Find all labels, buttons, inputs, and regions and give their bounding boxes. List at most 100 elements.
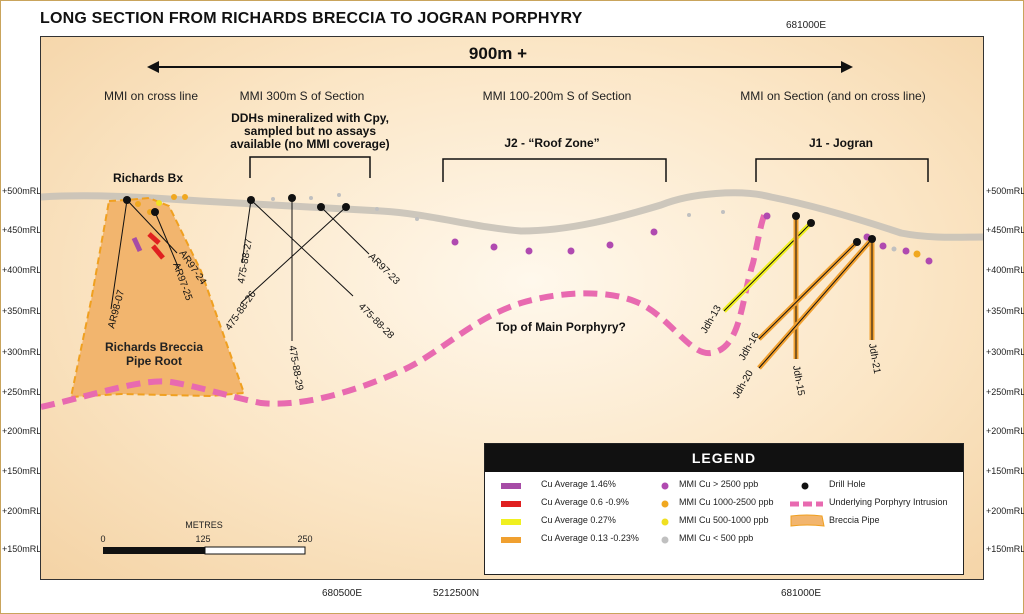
legend-label: Cu Average 0.27% (541, 515, 616, 525)
scale-bar-title: METRES (185, 520, 223, 530)
span-label: 900m + (469, 44, 527, 63)
ddh-note-line: DDHs mineralized with Cpy, (231, 111, 389, 125)
drill-collar (342, 203, 350, 211)
legend-swatch (661, 500, 669, 508)
j1-bracket (755, 158, 929, 182)
elevation-label-right: +350mRL (986, 306, 1024, 316)
legend-label: Breccia Pipe (829, 515, 880, 525)
mmi-sample (879, 242, 887, 250)
zone-label: MMI on Section (and on cross line) (740, 89, 925, 103)
drill-trace (110, 199, 128, 310)
target-j2-label: J2 - “Roof Zone” (504, 136, 599, 150)
drill-trace (250, 199, 354, 297)
legend-label: Underlying Porphyry Intrusion (829, 497, 948, 507)
drill-trace-group (722, 216, 875, 370)
drill-collar (123, 196, 131, 204)
mmi-sample (891, 246, 897, 252)
scale-tick: 0 (100, 534, 105, 544)
porphyry-label: Top of Main Porphyry? (496, 320, 626, 334)
zone-label: MMI 300m S of Section (240, 89, 365, 103)
elevation-label-right: +400mRL (986, 265, 1024, 275)
drill-collar (807, 219, 815, 227)
legend-label: Cu Average 0.6 -0.9% (541, 497, 629, 507)
legend-swatches (501, 482, 825, 544)
top-easting-label: 681000E (786, 20, 827, 31)
drill-trace (758, 238, 873, 369)
elevation-label-right: +200mRL (986, 426, 1024, 436)
elevation-label-left: +250mRL (2, 387, 42, 397)
mmi-sample (763, 212, 771, 220)
section-svg: 900m + MMI on cross line MMI 300m S of S… (41, 44, 983, 555)
mmi-sample (567, 247, 575, 255)
elevation-label-right: +200mRL (986, 506, 1024, 516)
legend-label: Drill Hole (829, 479, 866, 489)
j2-bracket (442, 158, 667, 182)
elevation-label-left: +300mRL (2, 347, 42, 357)
elevation-label-left: +150mRL (2, 466, 42, 476)
hole-label: Jdh-13 (699, 303, 724, 335)
drill-collar (868, 235, 876, 243)
bottom-coord-label: 680500E (322, 588, 363, 599)
drill-collars (123, 194, 876, 246)
mmi-sample (415, 217, 419, 221)
mmi-sample (337, 193, 341, 197)
mmi-sample (687, 213, 691, 217)
bottom-coord-label: 681000E (781, 588, 822, 599)
legend-label: Cu Average 0.13 -0.23% (541, 533, 639, 543)
scale-bar-white (204, 546, 306, 555)
hole-label: AR97-23 (366, 251, 402, 287)
elevation-label-right: +300mRL (986, 347, 1024, 357)
zone-label: MMI on cross line (104, 89, 198, 103)
hole-label: 475-88-28 (356, 301, 396, 341)
elevation-label-right: +500mRL (986, 186, 1024, 196)
legend-swatch (501, 483, 521, 489)
drill-trace-group (240, 198, 370, 341)
drill-trace (320, 206, 370, 255)
legend-swatch (790, 514, 825, 527)
elevation-label-left: +200mRL (2, 506, 42, 516)
mmi-sample (490, 243, 498, 251)
legend-swatch (501, 537, 521, 543)
topography-surface (41, 189, 983, 241)
drill-collar (792, 212, 800, 220)
mmi-sample (925, 257, 933, 265)
hole-label: 475-88-26 (223, 289, 258, 333)
mmi-sample (135, 201, 141, 207)
mmi-sample (171, 194, 177, 200)
porphyry-intrusion (41, 209, 769, 410)
cu-interval (131, 236, 143, 253)
elevation-label-left: +400mRL (2, 265, 42, 275)
mmi-sample (650, 228, 658, 236)
ddh-bracket (249, 156, 371, 178)
figure-title: LONG SECTION FROM RICHARDS BRECCIA TO JO… (40, 10, 583, 27)
elevation-label-left: +500mRL (2, 186, 42, 196)
legend-label: Cu Average 1.46% (541, 479, 616, 489)
hole-label: Jdh-21 (866, 343, 882, 375)
elevation-label-right: +250mRL (986, 387, 1024, 397)
mmi-sample (902, 247, 910, 255)
zone-label: MMI 100-200m S of Section (483, 89, 632, 103)
drill-trace-group (110, 199, 180, 310)
ddh-note-line: available (no MMI coverage) (230, 137, 389, 151)
legend-swatch (501, 501, 521, 507)
mmi-sample (271, 197, 275, 201)
elevation-label-left: +350mRL (2, 306, 42, 316)
breccia-pipe (69, 196, 246, 399)
legend-label: MMI Cu 1000-2500 ppb (679, 497, 774, 507)
mmi-sample (375, 207, 379, 211)
hole-label: Jdh-16 (737, 330, 762, 362)
legend-label: MMI Cu > 2500 ppb (679, 479, 759, 489)
drill-trace (240, 206, 347, 304)
mmi-samples (135, 193, 933, 265)
mmi-sample (182, 194, 188, 200)
elevation-label-right: +150mRL (986, 466, 1024, 476)
elevation-label-right: +150mRL (986, 544, 1024, 554)
bottom-coord-label: 5212500N (433, 588, 480, 599)
legend-label: MMI Cu < 500 ppb (679, 533, 754, 543)
elevation-label-left: +200mRL (2, 426, 42, 436)
legend-swatch (661, 518, 669, 526)
drill-collar (317, 203, 325, 211)
hole-label: Jdh-20 (731, 368, 756, 400)
cu-interval (147, 232, 161, 245)
legend-swatch (501, 519, 521, 525)
